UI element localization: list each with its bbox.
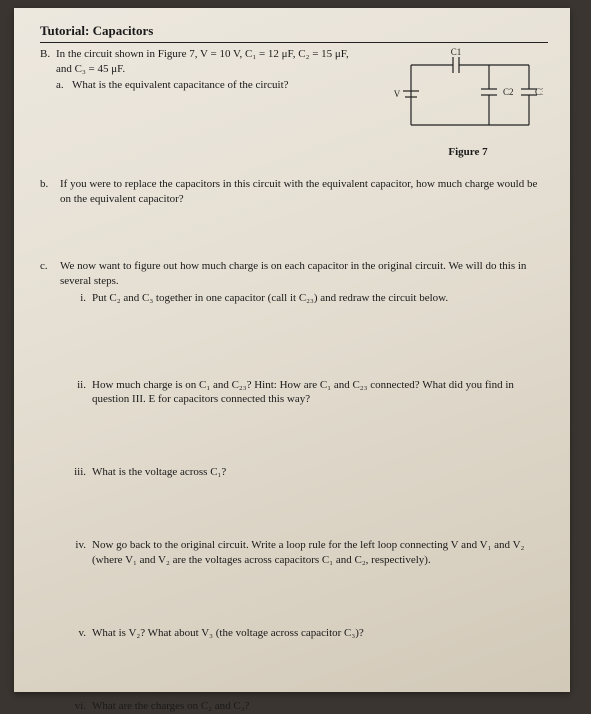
fig-c1-label: C1 [451,47,462,57]
label-qb: b. [40,177,60,207]
label-cvi: vi. [60,699,92,714]
label-cv: v. [60,626,92,641]
text-cii: How much charge is on C₁ and C₂₃? Hint: … [92,378,548,408]
question-b: If you were to replace the capacitors in… [60,177,548,207]
question-c: We now want to figure out how much charg… [60,259,548,289]
b-line2: and C₃ = 45 μF. [56,62,388,77]
label-cii: ii. [60,378,92,408]
b-line1: In the circuit shown in Figure 7, V = 10… [56,48,349,60]
text-civ: Now go back to the original circuit. Wri… [92,538,548,568]
question-c-iii: iii. What is the voltage across C₁? [60,465,548,480]
question-c-vi: vi. What are the charges on C₂ and C₃? [60,699,548,714]
question-c-ii: ii. How much charge is on C₁ and C₂₃? Hi… [60,378,548,408]
label-a: a. [56,78,72,93]
text-ciii: What is the voltage across C₁? [92,465,548,480]
fig-c3-label: C3 [535,87,543,97]
fig-c2-label: C2 [503,87,514,97]
figure-caption: Figure 7 [388,145,548,160]
fig-v-label: V [394,89,401,99]
label-qc: c. [40,259,60,289]
question-b-block: b. If you were to replace the capacitors… [40,177,548,207]
label-civ: iv. [60,538,92,568]
section-b: B.In the circuit shown in Figure 7, V = … [40,47,548,160]
question-c-block: c. We now want to figure out how much ch… [40,259,548,289]
figure-7: C1 V C2 C3 Figure 7 [388,47,548,160]
section-b-text: B.In the circuit shown in Figure 7, V = … [40,47,388,95]
question-c-v: v. What is V₂? What about V₃ (the voltag… [60,626,548,641]
question-c-i: i. Put C₂ and C₃ together in one capacit… [60,291,548,306]
question-a: What is the equivalent capacitance of th… [72,79,289,91]
label-ci: i. [60,291,92,306]
text-cv: What is V₂? What about V₃ (the voltage a… [92,626,548,641]
label-b: B. [40,47,56,62]
label-ciii: iii. [60,465,92,480]
question-c-iv: iv. Now go back to the original circuit.… [60,538,548,568]
text-cvi: What are the charges on C₂ and C₃? [92,699,548,714]
page-title: Tutorial: Capacitors [40,22,548,43]
worksheet-page: Tutorial: Capacitors B.In the circuit sh… [14,8,570,692]
text-ci: Put C₂ and C₃ together in one capacitor … [92,291,548,306]
